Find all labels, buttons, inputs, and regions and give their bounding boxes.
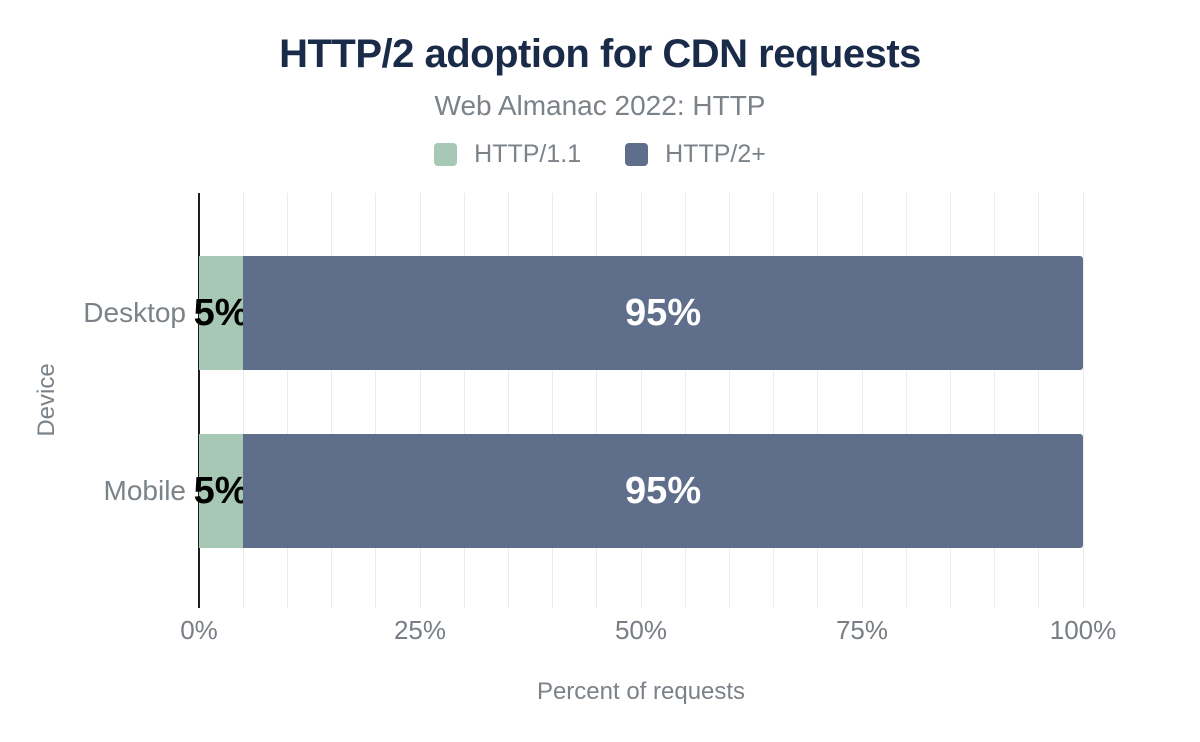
- gridline-65: [773, 193, 775, 608]
- x-tick-label-75: 75%: [835, 615, 889, 645]
- gridline-100: [1082, 193, 1084, 608]
- gridline-25: [419, 193, 421, 608]
- bar-segment-mobile-http-2-: 95%: [243, 434, 1083, 548]
- gridline-5: [242, 193, 244, 608]
- gridline-55: [684, 193, 686, 608]
- x-tick-label-25: 25%: [393, 615, 447, 645]
- bar-row-mobile: 5% 95%: [194, 434, 1083, 548]
- gridline-95: [1038, 193, 1040, 608]
- bar-segment-desktop-http-2-: 95%: [243, 256, 1083, 370]
- legend-item-http-1-1: HTTP/1.1: [434, 140, 581, 169]
- plot-area: 5% 95% 5% 95%: [194, 193, 1084, 608]
- legend-label: HTTP/2+: [665, 140, 766, 168]
- legend: HTTP/1.1 HTTP/2+: [0, 140, 1200, 169]
- chart-subtitle: Web Almanac 2022: HTTP: [434, 90, 766, 121]
- gridline-40: [552, 193, 554, 608]
- bar-data-label: 5%: [193, 470, 249, 512]
- bar-row-desktop: 5% 95%: [194, 256, 1083, 370]
- x-tick-label-100: 100%: [1049, 615, 1117, 645]
- gridline-20: [375, 193, 377, 608]
- y-category-label-desktop: Desktop: [83, 297, 186, 328]
- legend-label: HTTP/1.1: [474, 140, 582, 168]
- x-tick-label-0: 0%: [180, 615, 218, 645]
- bar-data-label: 5%: [193, 292, 249, 334]
- chart-title: HTTP/2 adoption for CDN requests: [279, 32, 921, 76]
- gridline-90: [994, 193, 996, 608]
- bar-segment-desktop-http-1-1: 5%: [194, 256, 249, 370]
- gridline-30: [463, 193, 465, 608]
- gridline-10: [286, 193, 288, 608]
- gridline-45: [596, 193, 598, 608]
- gridline-75: [861, 193, 863, 608]
- y-category-label-mobile: Mobile: [103, 475, 186, 506]
- bar-data-label: 95%: [625, 292, 702, 334]
- gridline-85: [949, 193, 951, 608]
- legend-swatch-icon: [434, 143, 458, 166]
- gridline-80: [905, 193, 907, 608]
- y-axis-line: [198, 193, 200, 608]
- legend-swatch-icon: [625, 143, 649, 166]
- bar-segment-mobile-http-1-1: 5%: [194, 434, 249, 548]
- legend-item-http-2-: HTTP/2+: [625, 140, 766, 169]
- x-tick-label-50: 50%: [614, 615, 668, 645]
- gridline-60: [728, 193, 730, 608]
- x-axis-title: Percent of requests: [536, 678, 746, 705]
- y-axis-title: Device: [33, 363, 60, 437]
- gridline-35: [507, 193, 509, 608]
- bar-data-label: 95%: [625, 470, 702, 512]
- gridline-15: [331, 193, 333, 608]
- gridline-70: [817, 193, 819, 608]
- gridline-50: [640, 193, 642, 608]
